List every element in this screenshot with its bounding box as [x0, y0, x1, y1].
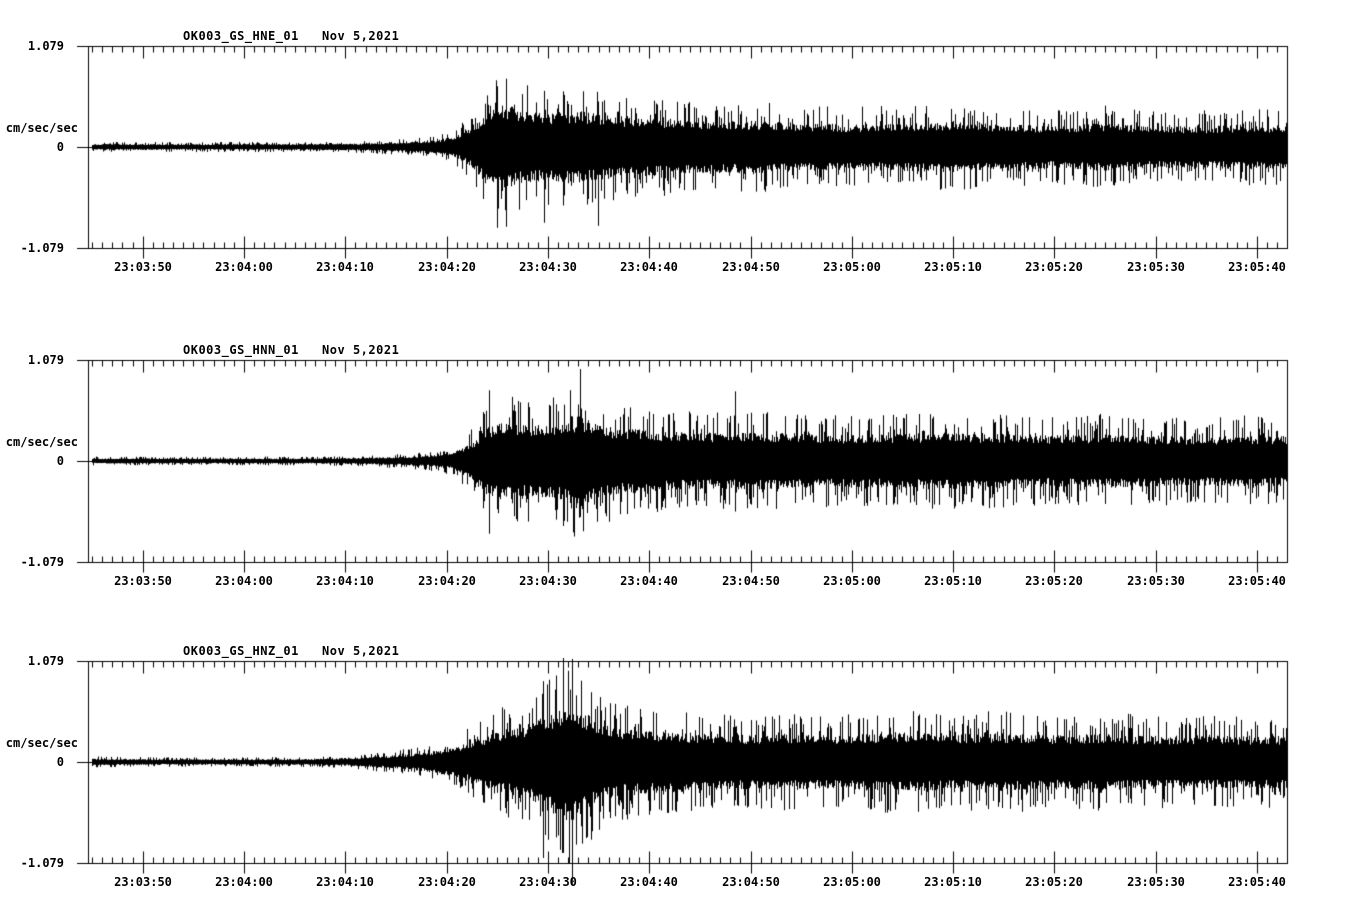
x-tick-label: 23:05:20 — [1025, 875, 1083, 889]
x-tick-label: 23:05:30 — [1127, 875, 1185, 889]
x-tick-label: 23:05:40 — [1228, 875, 1286, 889]
x-tick-label: 23:04:50 — [722, 875, 780, 889]
x-tick-label: 23:05:10 — [924, 875, 982, 889]
x-tick-label: 23:04:10 — [316, 875, 374, 889]
x-tick-label: 23:04:00 — [215, 260, 273, 274]
x-tick-label: 23:04:10 — [316, 574, 374, 588]
seismogram-panel-hnz: OK003_GS_HNZ_01 Nov 5,2021 1.079 cm/sec/s… — [0, 615, 1358, 923]
x-tick-label: 23:05:00 — [823, 875, 881, 889]
x-tick-label: 23:04:30 — [519, 574, 577, 588]
y-tick-label-min: -1.079 — [20, 856, 64, 870]
x-tick-label: 23:04:30 — [519, 260, 577, 274]
x-tick-label: 23:04:10 — [316, 260, 374, 274]
x-tick-label: 23:05:30 — [1127, 574, 1185, 588]
plot-title: OK003_GS_HNN_01 Nov 5,2021 — [183, 343, 400, 357]
x-tick-label: 23:04:30 — [519, 875, 577, 889]
y-tick-label-min: -1.079 — [20, 241, 64, 255]
y-axis-unit-label: cm/sec/sec — [5, 435, 78, 449]
x-tick-label: 23:03:50 — [114, 875, 172, 889]
x-tick-label: 23:04:50 — [722, 260, 780, 274]
x-tick-label: 23:04:00 — [215, 875, 273, 889]
seismogram-panel-hnn: OK003_GS_HNN_01 Nov 5,2021 1.079 cm/sec/s… — [0, 314, 1358, 622]
y-tick-label-zero: 0 — [56, 140, 64, 154]
seismogram-trace-canvas-hnz — [0, 615, 1358, 923]
seismogram-panel-hne: OK003_GS_HNE_01 Nov 5,2021 1.079 cm/sec/s… — [0, 0, 1358, 308]
y-tick-label-max: 1.079 — [27, 353, 64, 367]
x-tick-label: 23:05:20 — [1025, 574, 1083, 588]
seismogram-trace-canvas-hnn — [0, 314, 1358, 622]
plot-title: OK003_GS_HNE_01 Nov 5,2021 — [183, 29, 400, 43]
x-tick-label: 23:04:00 — [215, 574, 273, 588]
x-tick-label: 23:05:00 — [823, 574, 881, 588]
x-tick-label: 23:05:30 — [1127, 260, 1185, 274]
y-tick-label-zero: 0 — [56, 755, 64, 769]
x-tick-label: 23:05:10 — [924, 574, 982, 588]
x-tick-label: 23:03:50 — [114, 574, 172, 588]
x-tick-label: 23:04:20 — [418, 875, 476, 889]
x-tick-label: 23:05:00 — [823, 260, 881, 274]
plot-title: OK003_GS_HNZ_01 Nov 5,2021 — [183, 644, 400, 658]
x-tick-label: 23:05:40 — [1228, 260, 1286, 274]
y-tick-label-max: 1.079 — [27, 654, 64, 668]
x-tick-label: 23:03:50 — [114, 260, 172, 274]
seismogram-trace-canvas-hne — [0, 0, 1358, 308]
y-axis-unit-label: cm/sec/sec — [5, 121, 78, 135]
x-tick-label: 23:04:40 — [620, 574, 678, 588]
y-axis-unit-label: cm/sec/sec — [5, 736, 78, 750]
y-tick-label-min: -1.079 — [20, 555, 64, 569]
y-tick-label-max: 1.079 — [27, 39, 64, 53]
y-tick-label-zero: 0 — [56, 454, 64, 468]
x-tick-label: 23:04:40 — [620, 260, 678, 274]
x-tick-label: 23:04:20 — [418, 260, 476, 274]
x-tick-label: 23:05:10 — [924, 260, 982, 274]
x-tick-label: 23:05:40 — [1228, 574, 1286, 588]
x-tick-label: 23:04:20 — [418, 574, 476, 588]
x-tick-label: 23:04:40 — [620, 875, 678, 889]
x-tick-label: 23:04:50 — [722, 574, 780, 588]
x-tick-label: 23:05:20 — [1025, 260, 1083, 274]
